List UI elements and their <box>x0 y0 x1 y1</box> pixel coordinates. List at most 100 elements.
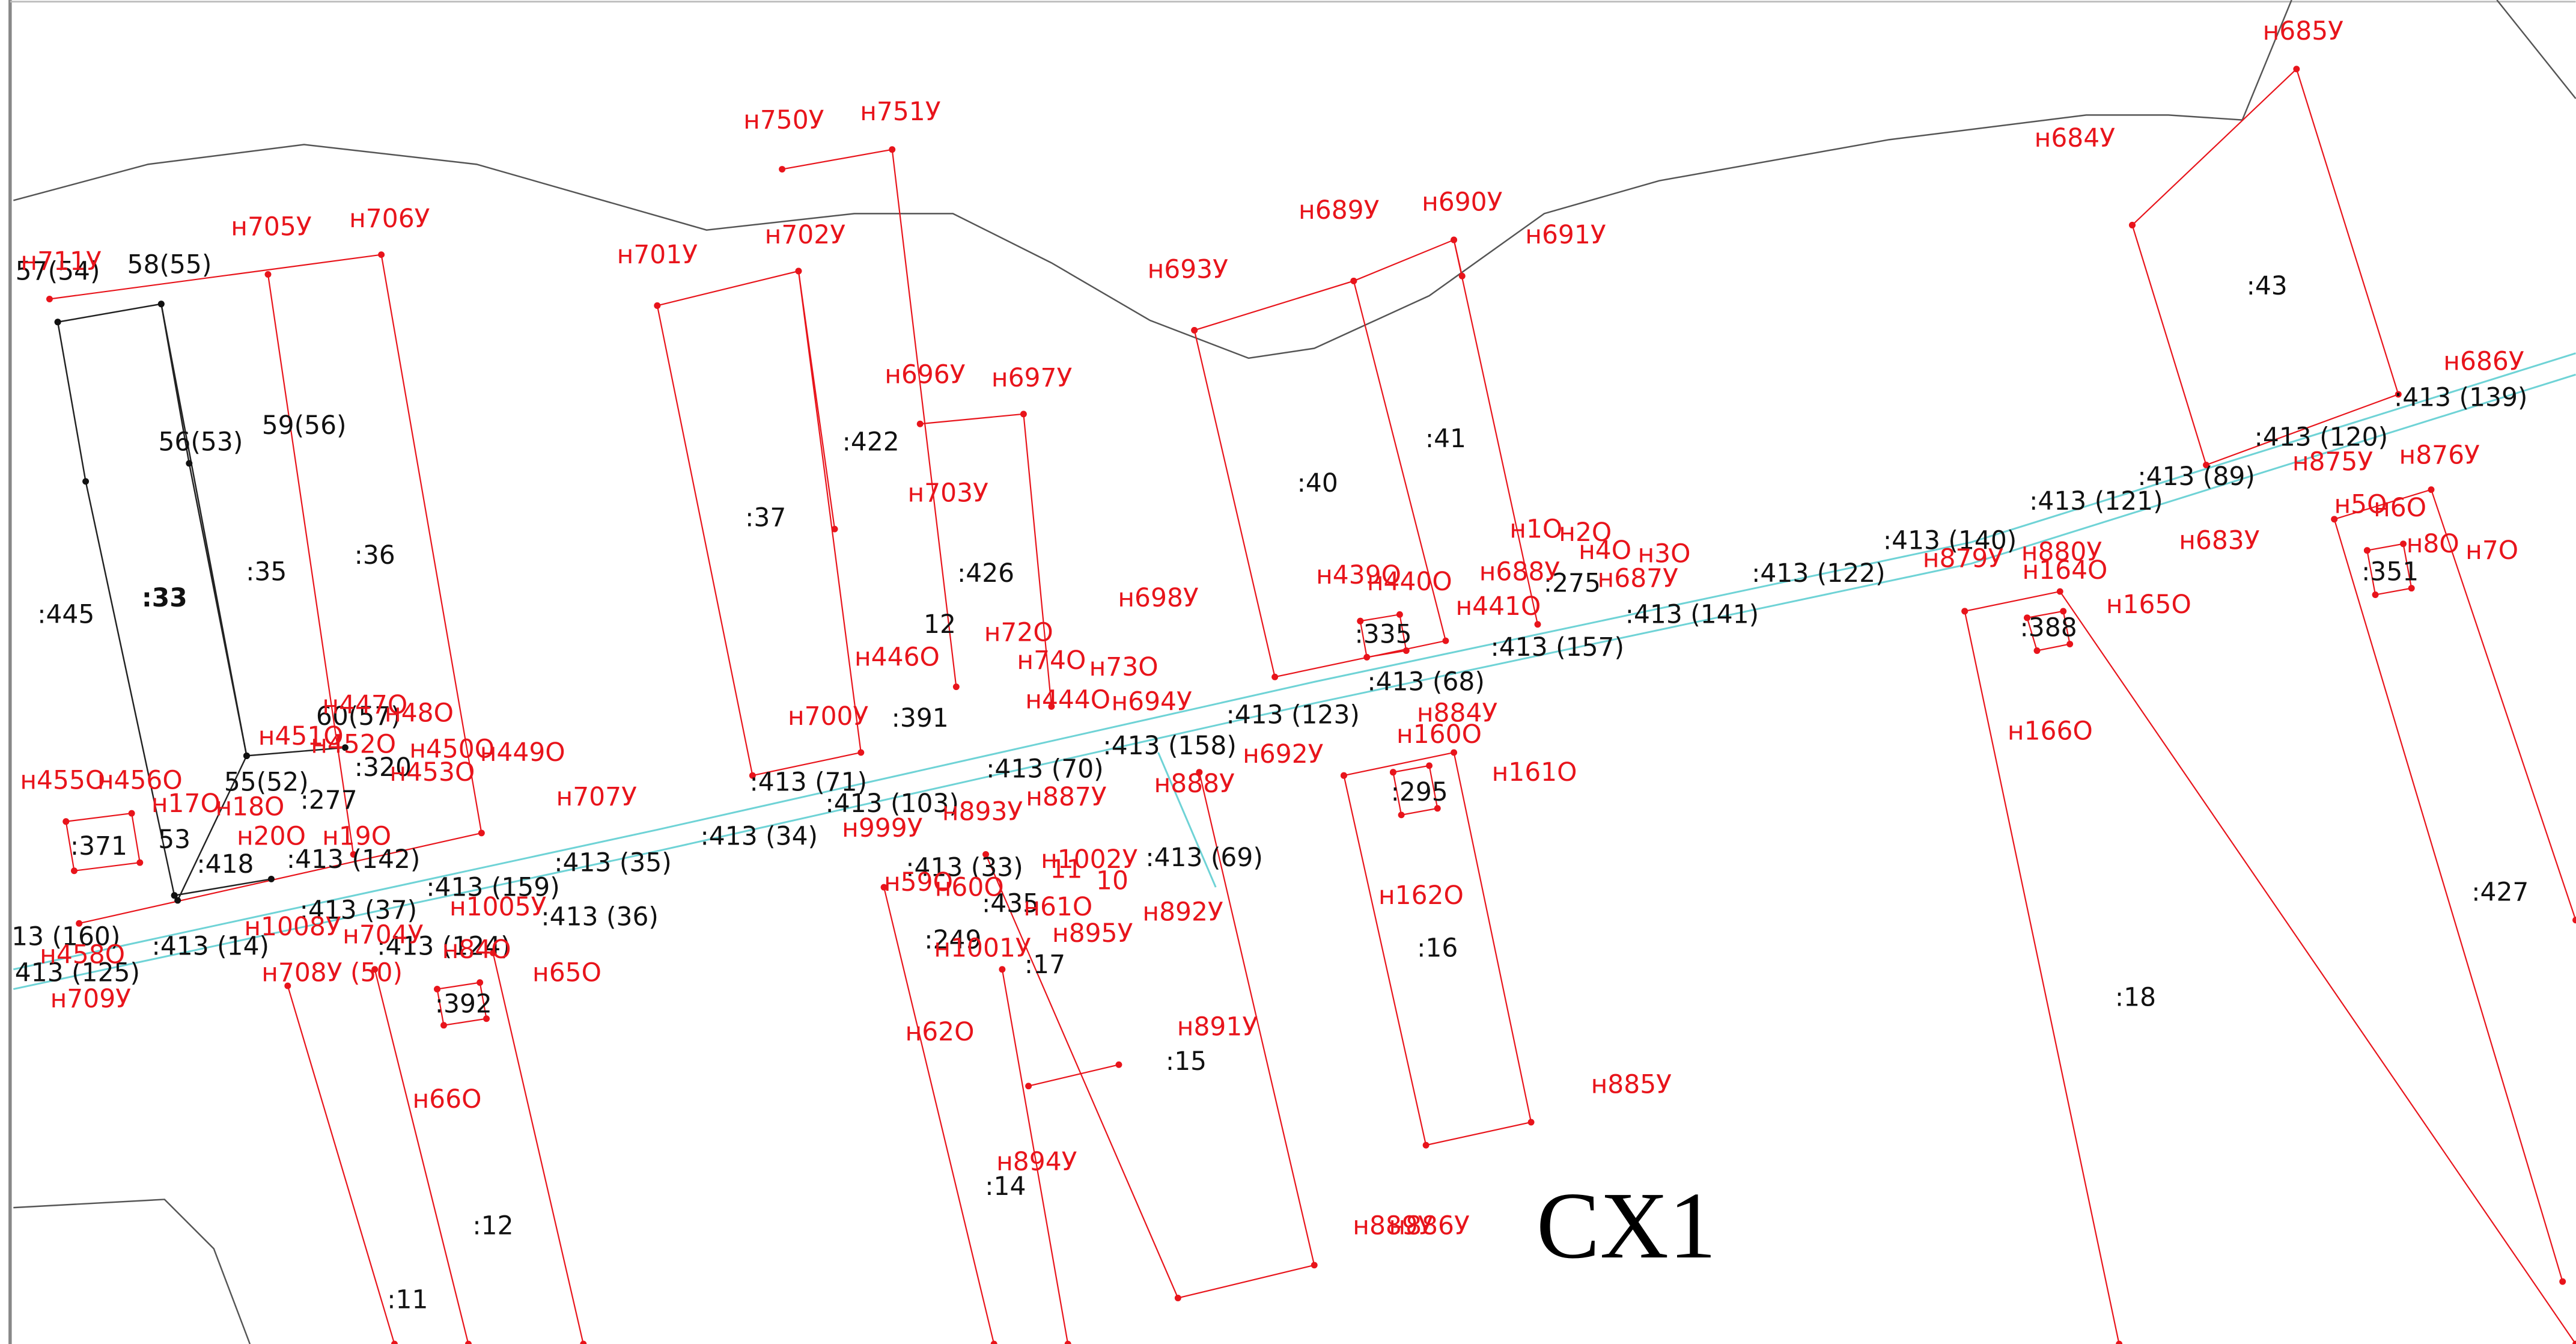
point-label: н72О <box>984 618 1053 647</box>
boundary-point <box>158 301 165 307</box>
parcel-label: :427 <box>2471 878 2529 907</box>
point-label: н704У <box>343 920 424 950</box>
parcel-label: :43 <box>2247 271 2288 301</box>
point-label: н62О <box>906 1017 975 1046</box>
point-label: н698У <box>1118 583 1199 612</box>
point-label: н880У <box>2021 537 2103 567</box>
point-label: н879У <box>1923 544 2004 573</box>
parcel-label: 56(53) <box>158 427 243 457</box>
point-label: н60О <box>935 872 1004 902</box>
boundary-point <box>1175 1295 1181 1301</box>
parcel-label: :413 (123) <box>1226 700 1360 729</box>
boundary-point <box>654 302 660 309</box>
boundary-point <box>2129 222 2136 228</box>
point-label: н697У <box>991 363 1073 393</box>
boundary-point <box>1451 237 1457 243</box>
point-label: н440О <box>1367 567 1452 596</box>
boundary-point <box>82 478 89 484</box>
point-label: н1О <box>1509 514 1562 543</box>
point-label: н4О <box>1579 536 1631 565</box>
parcel-label: :33 <box>142 583 187 612</box>
parcel-label: :335 <box>1354 619 1411 649</box>
boundary-point <box>1528 1119 1535 1126</box>
point-label: н708У (50) <box>261 958 403 987</box>
point-label: н20О <box>237 822 306 851</box>
point-label: н7О <box>2465 536 2518 565</box>
point-label: н6О <box>2374 493 2426 522</box>
boundary-point <box>2364 547 2370 554</box>
point-label: н689У <box>1299 195 1380 225</box>
parcel-label: :40 <box>1297 468 1338 498</box>
parcel-label: 53 <box>158 825 190 854</box>
point-label: н694У <box>1111 686 1192 716</box>
boundary-point <box>477 979 483 986</box>
point-label: н696У <box>885 359 966 389</box>
point-label: н66О <box>412 1084 481 1114</box>
point-label: н707У <box>556 782 638 811</box>
point-label: н65О <box>532 958 601 987</box>
point-label: н875У <box>2292 447 2374 476</box>
point-label: н452О <box>311 730 396 759</box>
point-label: н686У <box>2443 347 2524 376</box>
parcel-label: :16 <box>1417 933 1458 962</box>
parcel-label: :15 <box>1166 1046 1207 1076</box>
parcel-label: :391 <box>892 703 949 733</box>
boundary-point <box>1311 1262 1318 1268</box>
point-label: н458О <box>40 939 125 969</box>
parcel-label: :41 <box>1425 424 1466 453</box>
parcel-label: :413 (70) <box>986 754 1104 784</box>
point-label: н701У <box>617 240 698 269</box>
boundary-point <box>1271 674 1278 680</box>
point-label: н73О <box>1089 652 1159 682</box>
boundary-point <box>2428 486 2435 493</box>
parcel-label: :422 <box>842 427 900 457</box>
point-label: н19О <box>322 822 391 851</box>
boundary-point <box>1341 772 1347 779</box>
boundary-point <box>2034 647 2041 654</box>
point-label: н692У <box>1243 739 1324 769</box>
point-label: н441О <box>1455 591 1541 621</box>
parcel-label: :426 <box>957 558 1014 588</box>
boundary-point <box>795 268 802 275</box>
point-label: н444О <box>1025 685 1110 715</box>
point-label: н162О <box>1378 881 1464 910</box>
point-label: н683У <box>2179 526 2260 555</box>
boundary-point <box>265 271 272 278</box>
boundary-point <box>832 526 838 533</box>
point-label: н885У <box>1591 1069 1672 1099</box>
boundary-point <box>46 296 53 302</box>
point-label: н74О <box>1017 646 1086 675</box>
parcel-label: :277 <box>300 785 358 814</box>
boundary-point <box>1025 1083 1032 1089</box>
page-body: {"parcel_labels": [":445", ":33", ":35",… <box>0 0 2576 1344</box>
boundary-point <box>1535 621 1541 628</box>
parcel-label: :388 <box>2020 612 2077 642</box>
point-label: н750У <box>743 105 824 135</box>
point-label: н705У <box>231 212 312 241</box>
point-label: н455О <box>20 766 105 795</box>
point-label: н18О <box>215 792 284 821</box>
parcel-label: :413 (34) <box>701 822 818 851</box>
boundary-point <box>243 753 250 759</box>
point-label: н446О <box>854 643 940 672</box>
parcel-label: :18 <box>2115 982 2156 1012</box>
boundary-point <box>1426 762 1433 769</box>
point-label: н876У <box>2399 440 2480 469</box>
parcel-label: :418 <box>196 849 254 879</box>
point-label: н886У <box>1389 1211 1470 1240</box>
boundary-point <box>378 251 385 258</box>
boundary-point <box>1442 638 1449 644</box>
boundary-point <box>1398 811 1405 818</box>
point-label: н691У <box>1525 220 1606 249</box>
point-label: н709У <box>50 984 132 1013</box>
point-label: н685У <box>2263 16 2344 46</box>
parcel-label: :413 (139) <box>2394 383 2527 412</box>
parcel-label: :413 (89) <box>2137 462 2255 491</box>
point-label: н892У <box>1142 897 1223 926</box>
boundary-point <box>1020 411 1027 417</box>
point-label: н700У <box>788 701 869 731</box>
parcel-label: 58(55) <box>127 249 212 279</box>
boundary-point <box>1451 749 1457 756</box>
boundary-point <box>2400 540 2407 547</box>
parcel-label: :36 <box>355 540 395 570</box>
